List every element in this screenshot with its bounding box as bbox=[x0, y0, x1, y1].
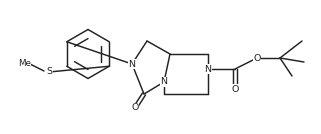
Text: Me: Me bbox=[18, 59, 31, 68]
Text: S: S bbox=[46, 68, 52, 77]
Text: N: N bbox=[128, 59, 135, 68]
Text: O: O bbox=[131, 103, 139, 113]
Text: O: O bbox=[231, 85, 239, 94]
Text: N: N bbox=[160, 77, 168, 87]
Text: N: N bbox=[204, 64, 212, 74]
Text: O: O bbox=[253, 53, 261, 62]
